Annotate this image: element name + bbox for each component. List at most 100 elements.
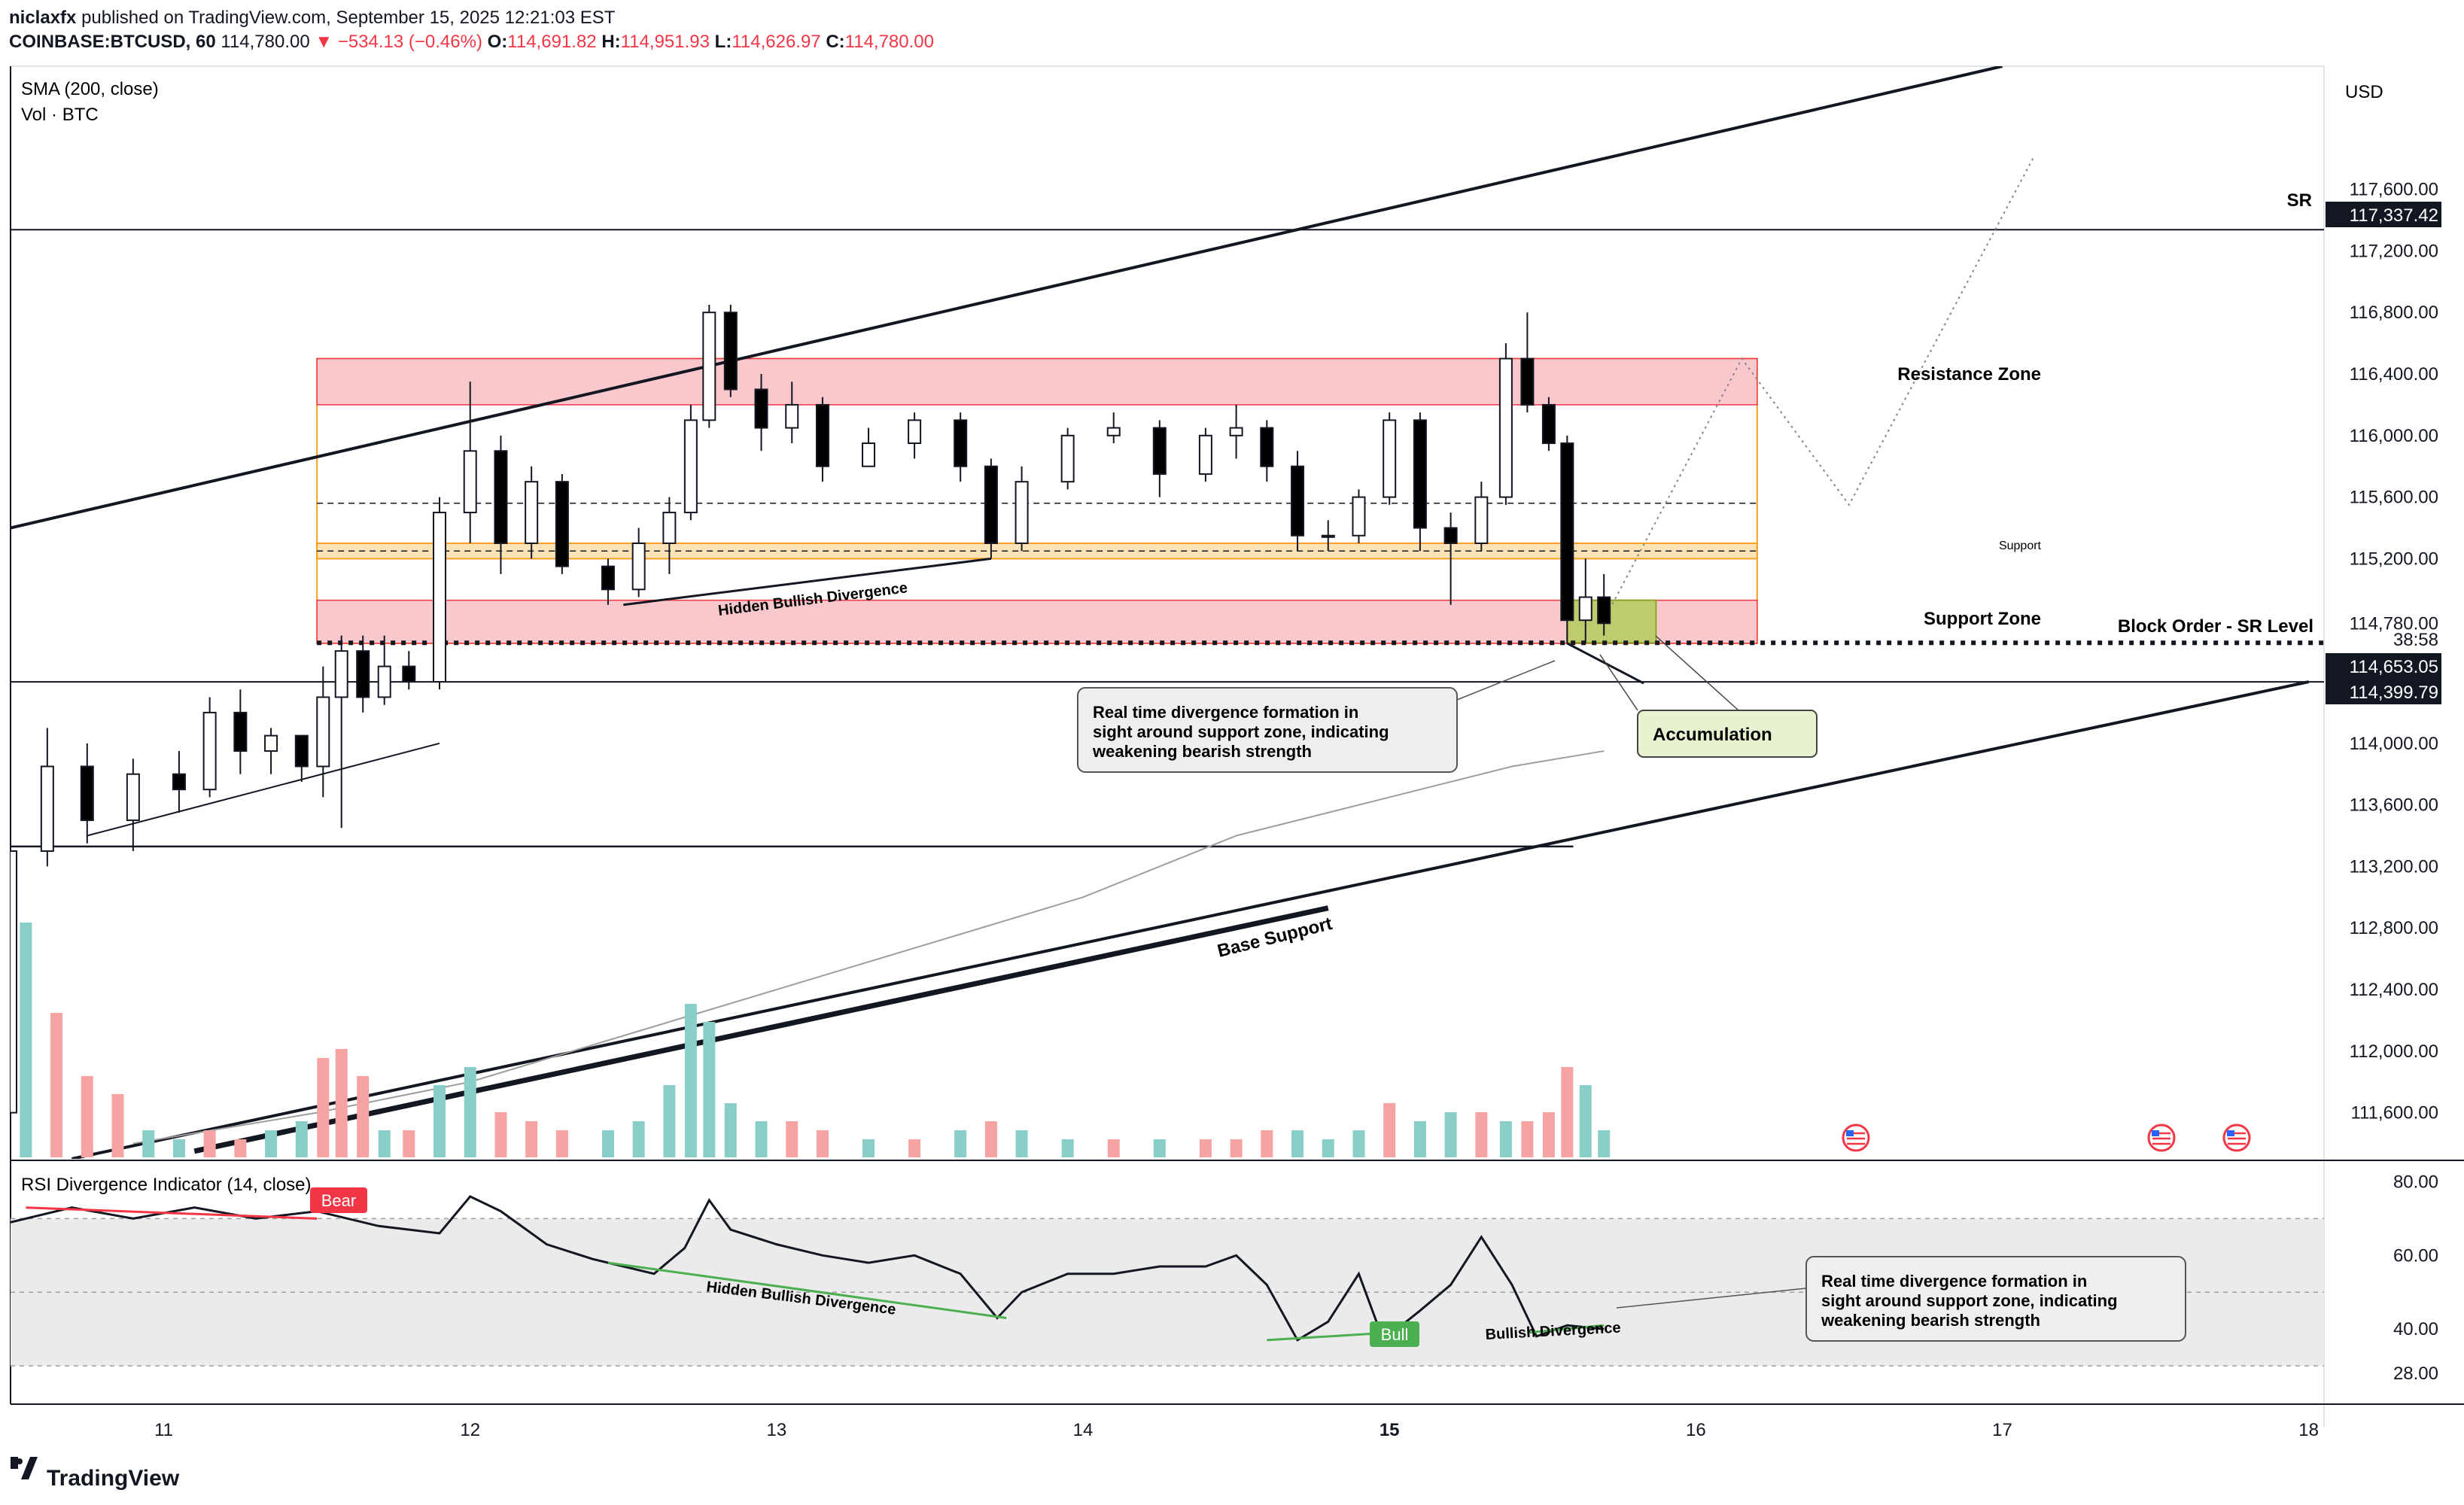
volume-bar — [81, 1076, 93, 1157]
accumulation-pointer — [1599, 654, 1638, 711]
candle-body — [334, 650, 348, 698]
candle-body — [862, 442, 876, 467]
date-tick: 13 — [767, 1420, 787, 1440]
close-value: 114,780.00 — [844, 32, 934, 52]
candle-body — [683, 419, 698, 514]
rsi-tick: 80.00 — [2393, 1172, 2438, 1192]
candle-body — [785, 403, 799, 429]
callout-line1: Real time divergence formation in — [1093, 703, 1358, 722]
volume-bar — [1475, 1112, 1488, 1157]
candle-body — [1229, 427, 1243, 436]
candle-body — [815, 403, 829, 467]
resistance-zone-label: Resistance Zone — [1897, 364, 2041, 385]
volume-bar — [525, 1121, 538, 1157]
open-value: 114,691.82 — [507, 32, 597, 52]
currency-label[interactable]: USD — [2345, 82, 2383, 102]
volume-bar — [1444, 1112, 1457, 1157]
callout-line2: sight around support zone, indicating — [1093, 722, 1389, 741]
volume-bar — [703, 1022, 716, 1157]
price-tick: 116,800.00 — [2350, 303, 2438, 323]
volume-bar — [1413, 1121, 1426, 1157]
published-text: published on TradingView.com, September … — [81, 8, 616, 28]
volume-bar — [601, 1130, 614, 1157]
date-tick: 15 — [1380, 1420, 1400, 1440]
rsi-callout-line1: Real time divergence formation in — [1821, 1272, 2087, 1291]
publisher[interactable]: niclaxfx — [9, 8, 77, 28]
projection-path — [1603, 158, 2034, 621]
low-label: L: — [714, 32, 732, 52]
candle-body — [1474, 496, 1489, 544]
us-flag-icon[interactable] — [1842, 1123, 1870, 1152]
volume-bar — [663, 1085, 676, 1157]
us-flag-icon[interactable] — [2147, 1123, 2176, 1152]
price-tick: 117,600.00 — [2350, 180, 2438, 200]
volume-bar — [1261, 1130, 1273, 1157]
volume-bar — [1579, 1085, 1592, 1157]
volume-bar — [984, 1121, 997, 1157]
sma-200-line — [132, 750, 1605, 1145]
high-label: H: — [601, 32, 621, 52]
candle-body — [264, 734, 278, 752]
candle-body — [1578, 596, 1592, 622]
price-tick: 111,600.00 — [2350, 1103, 2438, 1123]
volume-bar — [111, 1094, 124, 1157]
price-tick: 117,200.00 — [2350, 241, 2438, 261]
price-tick: 113,200.00 — [2350, 856, 2438, 877]
candle-body — [1321, 534, 1335, 538]
volume-bar — [1383, 1103, 1396, 1157]
us-flag-icon[interactable] — [2222, 1123, 2251, 1152]
volume-bar — [862, 1139, 875, 1157]
candle-body — [126, 773, 140, 822]
volume-bar — [724, 1103, 737, 1157]
volume-bar — [1322, 1139, 1334, 1157]
rsi-callout-line3: weakening bearish strength — [1821, 1311, 2040, 1330]
volume-bar — [1542, 1112, 1555, 1157]
price-tick: 114,780.00 — [2350, 613, 2438, 634]
volume-bar — [1199, 1139, 1212, 1157]
support-zone-label: Support Zone — [1924, 609, 2041, 629]
base-support-line — [193, 905, 1329, 1154]
rsi-callout-pointer — [1616, 1288, 1807, 1309]
candle-body — [1291, 465, 1305, 537]
rsi-hidden-div-line — [607, 1261, 1007, 1319]
vol-label: Vol · BTC — [21, 105, 99, 125]
volume-bar — [1061, 1139, 1074, 1157]
close-label: C: — [826, 32, 845, 52]
candle-body — [316, 696, 330, 768]
tradingview-logo-icon — [11, 1457, 38, 1479]
ohlc-line: COINBASE:BTCUSD, 60 114,780.00 ▼ −534.13… — [9, 32, 934, 53]
volume-bar — [632, 1121, 645, 1157]
candle-body — [1060, 434, 1075, 483]
low-value: 114,626.97 — [732, 32, 821, 52]
sr-label: SR — [2287, 190, 2312, 211]
date-tick: 12 — [460, 1420, 480, 1440]
rsi-tick: 60.00 — [2393, 1245, 2438, 1266]
rsi-bull-div-line — [1267, 1331, 1390, 1342]
volume-bar — [786, 1121, 799, 1157]
brand: TradingView — [47, 1466, 180, 1491]
price-tag-3: 114,399.79 — [2326, 679, 2441, 704]
bull-label-box — [1370, 1321, 1419, 1347]
symbol[interactable]: COINBASE:BTCUSD, 60 — [9, 32, 216, 52]
candle-body — [202, 711, 217, 791]
rsi-title: RSI Divergence Indicator (14, close) — [21, 1175, 312, 1195]
candle-body — [1383, 419, 1397, 498]
volume-bar — [50, 1013, 63, 1157]
svg-text:114,399.79: 114,399.79 — [2350, 683, 2438, 703]
candle-body — [631, 542, 646, 591]
volume-bar — [908, 1139, 921, 1157]
volume-bar — [1291, 1130, 1304, 1157]
candle-body — [172, 773, 186, 791]
volume-bar — [755, 1121, 768, 1157]
rsi-bear-div-line — [26, 1206, 318, 1220]
rsi-callout-line2: sight around support zone, indicating — [1821, 1291, 2118, 1310]
volume-bar — [265, 1130, 278, 1157]
candle-body — [723, 312, 738, 391]
candle-body — [1352, 496, 1366, 537]
candle-body — [40, 765, 54, 852]
volume-bar — [234, 1139, 247, 1157]
bear-label-box — [310, 1187, 367, 1213]
candle-body — [1198, 434, 1212, 475]
candle-body — [908, 419, 922, 445]
